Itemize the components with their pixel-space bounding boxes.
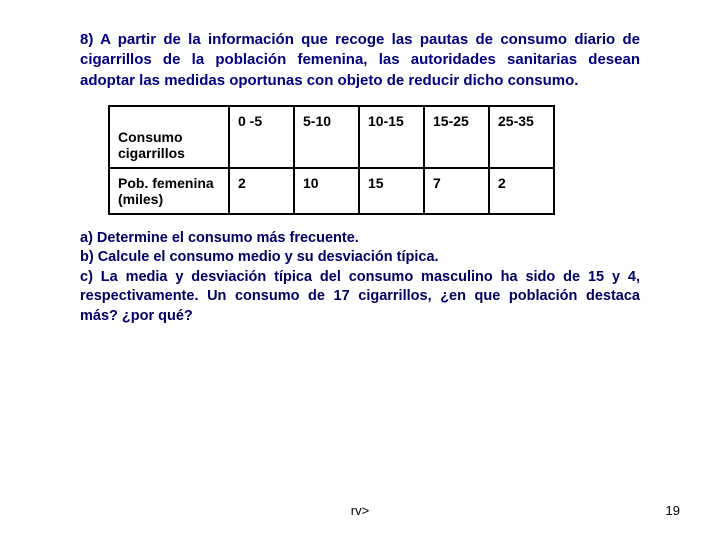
table-cell: 7	[424, 168, 489, 214]
question-a: a) Determine el consumo más frecuente.	[80, 229, 640, 249]
table-cell: 2	[489, 168, 554, 214]
page-number: 19	[666, 503, 680, 518]
table-row: Consumo cigarrillos 0 -5 5-10 10-15 15-2…	[109, 106, 554, 168]
table-cell: 10-15	[359, 106, 424, 168]
table-cell: 5-10	[294, 106, 359, 168]
page-container: 8) A partir de la información que recoge…	[0, 0, 720, 540]
table-cell: 10	[294, 168, 359, 214]
footer-center-text: rv>	[0, 503, 720, 518]
table-row: Pob. femenina (miles) 2 10 15 7 2	[109, 168, 554, 214]
data-table-wrap: Consumo cigarrillos 0 -5 5-10 10-15 15-2…	[108, 105, 640, 215]
table-cell: 15-25	[424, 106, 489, 168]
row-header-consumption-label: Consumo cigarrillos	[118, 129, 185, 161]
questions-block: a) Determine el consumo más frecuente. b…	[80, 229, 640, 327]
row-header-consumption: Consumo cigarrillos	[109, 106, 229, 168]
problem-statement: 8) A partir de la información que recoge…	[80, 30, 640, 91]
row-header-population: Pob. femenina (miles)	[109, 168, 229, 214]
table-cell: 15	[359, 168, 424, 214]
table-cell: 2	[229, 168, 294, 214]
consumption-table: Consumo cigarrillos 0 -5 5-10 10-15 15-2…	[108, 105, 555, 215]
table-cell: 0 -5	[229, 106, 294, 168]
question-b: b) Calcule el consumo medio y su desviac…	[80, 248, 640, 268]
question-c: c) La media y desviación típica del cons…	[80, 268, 640, 327]
table-cell: 25-35	[489, 106, 554, 168]
